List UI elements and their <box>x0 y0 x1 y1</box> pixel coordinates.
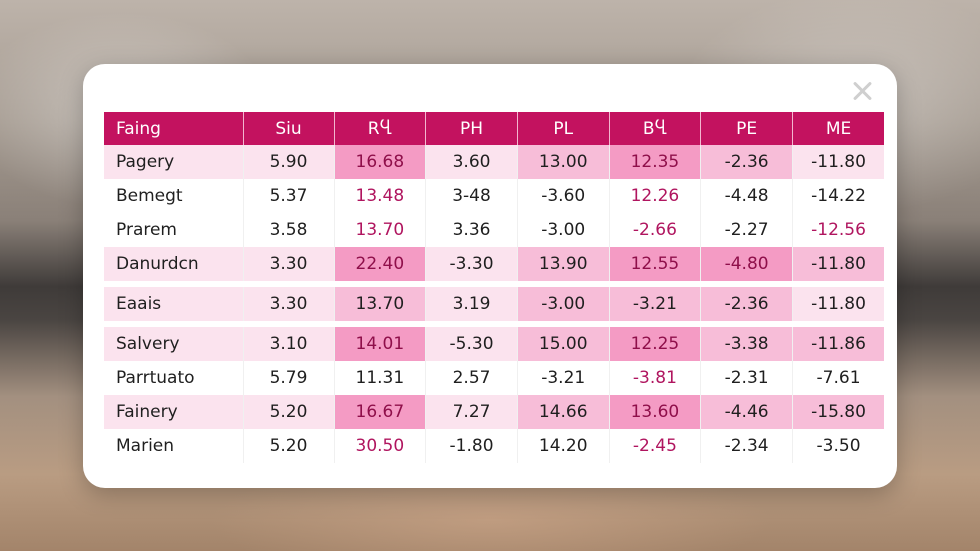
column-header[interactable]: PL <box>517 112 610 145</box>
table-cell: -2.36 <box>700 145 793 179</box>
table-cell: -3.50 <box>816 436 861 456</box>
table-cell: 3.30 <box>243 281 335 324</box>
table-row[interactable]: Fainery 5.20 16.67 7.27 14.66 13.60 -4.4… <box>104 395 885 429</box>
row-label: Fainery <box>104 395 244 429</box>
table-cell: -3.81 <box>609 361 702 395</box>
table-cell: -2.66 <box>609 213 702 247</box>
table-row[interactable]: Parrtuato 5.79 11.31 2.57 -3.21 -3.81 -2… <box>104 361 884 395</box>
table-cell: -3.30 <box>425 247 518 284</box>
table-row[interactable]: Pagery 5.90 16.68 3.60 13.00 12.35 -2.36… <box>104 145 885 179</box>
table-cell: -3.38 <box>700 321 793 361</box>
table-cell: 12.25 <box>609 321 702 361</box>
table-cell: 12.35 <box>609 145 702 179</box>
table-cell: 3.60 <box>425 145 518 179</box>
table-cell: -11.80 <box>792 281 885 324</box>
table-cell: 14.20 <box>517 429 610 463</box>
table-row[interactable]: Salvery 3.10 14.01 -5.30 15.00 12.25 -3.… <box>104 321 885 361</box>
close-icon[interactable] <box>849 78 875 104</box>
table-cell: 3-48 <box>425 179 518 213</box>
table-cell: -3.21 <box>609 281 702 324</box>
table-cell: 14.66 <box>517 395 610 429</box>
column-header[interactable]: RႡ <box>334 112 427 145</box>
row-label: Parrtuato <box>104 361 244 395</box>
row-label: Bemegt <box>104 179 244 213</box>
table-row[interactable]: Eaais 3.30 13.70 3.19 -3.00 -3.21 -2.36 … <box>104 281 885 324</box>
data-table: Faing Siu RႡ PH PL BႡ PE ME Pagery 5.90 … <box>104 112 885 463</box>
table-cell: 13.90 <box>517 247 610 284</box>
table-cell: -3.00 <box>517 213 610 247</box>
table-row[interactable]: Marien 5.20 30.50 -1.80 14.20 -2.45 -2.3… <box>104 429 884 463</box>
table-cell: 3.58 <box>243 213 335 247</box>
table-cell: -11.80 <box>792 247 885 284</box>
table-cell: 14.01 <box>334 321 427 361</box>
column-header[interactable]: ME <box>792 112 885 145</box>
table-cell: 5.90 <box>243 145 335 179</box>
table-cell: 5.37 <box>243 179 335 213</box>
table-cell: -3.00 <box>517 281 610 324</box>
table-cell: 5.79 <box>243 361 335 395</box>
table-cell: 3.19 <box>425 281 518 324</box>
table-cell: 30.50 <box>334 429 427 463</box>
table-cell: 2.57 <box>425 361 518 395</box>
table-cell: 13.70 <box>334 213 427 247</box>
table-cell: -14.22 <box>811 186 866 206</box>
row-label: Pagery <box>104 145 244 179</box>
table-cell: -3.21 <box>517 361 610 395</box>
column-header[interactable]: Faing <box>104 112 244 145</box>
table-cell: 16.67 <box>334 395 427 429</box>
row-label: Danurdcn <box>104 247 244 284</box>
table-cell: 5.20 <box>243 395 335 429</box>
table-cell: -11.80 <box>792 145 885 179</box>
table-cell: 3.10 <box>243 321 335 361</box>
column-header[interactable]: PH <box>425 112 518 145</box>
table-cell: -7.61 <box>816 368 861 388</box>
table-cell: 11.31 <box>334 361 427 395</box>
row-label: Prarem <box>104 213 244 247</box>
table-dialog: Faing Siu RႡ PH PL BႡ PE ME Pagery 5.90 … <box>83 64 897 488</box>
table-cell: 7.27 <box>425 395 518 429</box>
table-cell: -4.48 <box>700 179 793 213</box>
table-row[interactable]: Danurdcn 3.30 22.40 -3.30 13.90 12.55 -4… <box>104 247 885 284</box>
table-cell: -11.86 <box>792 321 885 361</box>
column-header[interactable]: PE <box>700 112 793 145</box>
table-cell: -2.36 <box>700 281 793 324</box>
table-cell: -4.80 <box>700 247 793 284</box>
table-row[interactable]: Bemegt 5.37 13.48 3-48 -3.60 12.26 -4.48… <box>104 179 884 213</box>
table-cell: -4.46 <box>700 395 793 429</box>
table-header-row: Faing Siu RႡ PH PL BႡ PE ME <box>104 112 885 145</box>
column-header[interactable]: Siu <box>243 112 335 145</box>
table-cell: -1.80 <box>425 429 518 463</box>
table-cell: 13.48 <box>334 179 427 213</box>
table-row[interactable]: Prarem 3.58 13.70 3.36 -3.00 -2.66 -2.27… <box>104 213 884 247</box>
row-label: Eaais <box>104 281 244 324</box>
table-cell: -15.80 <box>792 395 885 429</box>
row-label: Marien <box>104 429 244 463</box>
table-cell: -5.30 <box>425 321 518 361</box>
table-cell: -2.31 <box>700 361 793 395</box>
row-label: Salvery <box>104 321 244 361</box>
table-cell: -2.45 <box>609 429 702 463</box>
table-cell: 3.36 <box>425 213 518 247</box>
table-cell: 3.30 <box>243 247 335 284</box>
table-cell: 12.26 <box>609 179 702 213</box>
table-cell: -2.27 <box>700 213 793 247</box>
table-cell: 12.55 <box>609 247 702 284</box>
table-cell: 22.40 <box>334 247 427 284</box>
table-cell: -12.56 <box>811 220 866 240</box>
table-cell: 13.00 <box>517 145 610 179</box>
table-cell: -2.34 <box>700 429 793 463</box>
table-cell: 16.68 <box>334 145 427 179</box>
table-cell: 13.60 <box>609 395 702 429</box>
table-cell: 13.70 <box>334 281 427 324</box>
column-header[interactable]: BႡ <box>609 112 702 145</box>
table-cell: -3.60 <box>517 179 610 213</box>
table-cell: 15.00 <box>517 321 610 361</box>
table-cell: 5.20 <box>243 429 335 463</box>
